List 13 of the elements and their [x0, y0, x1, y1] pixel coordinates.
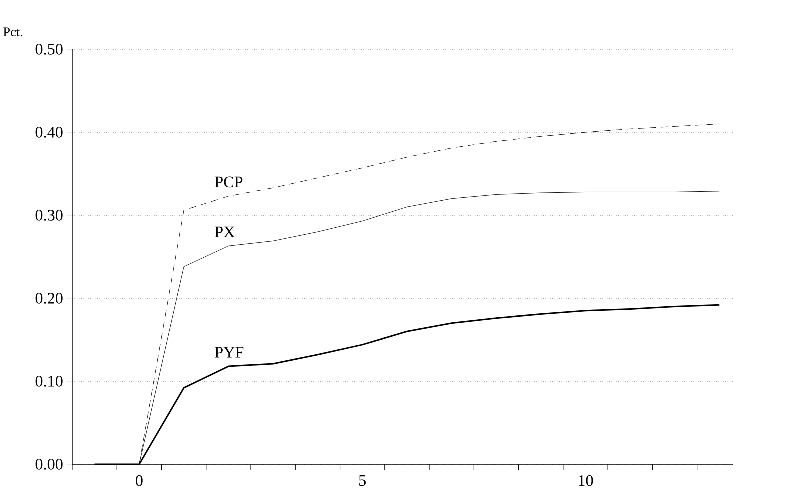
y-tick-label: 0.20	[36, 293, 63, 304]
y-tick-label: 0.40	[36, 127, 63, 138]
y-axis-title: Pct.	[4, 28, 23, 37]
x-tick-label: 5	[359, 475, 366, 486]
y-tick-label: 0.50	[36, 44, 63, 55]
x-tick-label: 10	[579, 475, 594, 486]
series-label: PYF	[215, 347, 244, 358]
series-label: PCP	[215, 176, 243, 188]
y-tick-label: 0.30	[36, 210, 63, 221]
y-tick-label: 0.00	[36, 459, 63, 470]
series-label: PX	[215, 226, 235, 238]
y-tick-label: 0.10	[36, 376, 63, 387]
x-tick-label: 0	[136, 475, 143, 486]
